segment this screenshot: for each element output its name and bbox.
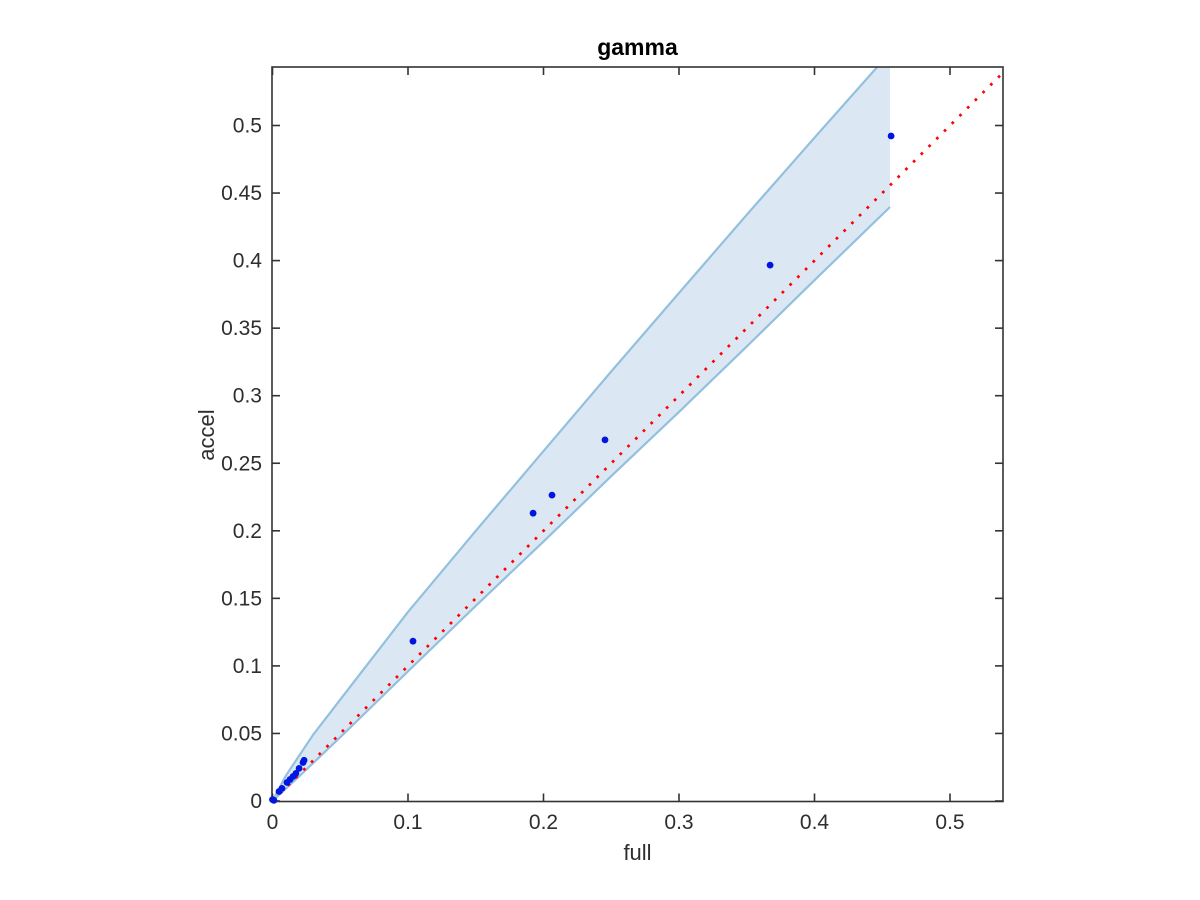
scatter-point <box>270 796 278 804</box>
scatter-point <box>548 491 556 499</box>
scatter-points <box>269 132 895 804</box>
x-tick-label: 0.3 <box>664 811 693 834</box>
confidence-band <box>271 66 891 802</box>
scatter-point <box>292 770 300 777</box>
x-tick-labels: 0 0.1 0.2 0.3 0.4 0.5 <box>267 811 965 834</box>
scatter-point <box>887 132 895 140</box>
band-upper-edge <box>271 66 878 802</box>
y-tick-label: 0 <box>250 790 262 813</box>
scatter-point <box>300 756 308 764</box>
chart-title: gamma <box>597 34 678 60</box>
y-tick-label: 0.5 <box>233 115 262 138</box>
y-tick-label: 0.2 <box>233 520 262 543</box>
scatter-point <box>295 765 303 772</box>
y-tick-label: 0.45 <box>221 182 262 205</box>
y-axis-label: accel <box>194 409 219 461</box>
x-tick-label: 0.5 <box>935 811 964 834</box>
y-tick-label: 0.4 <box>233 250 263 273</box>
scatter-point <box>278 785 286 792</box>
y-tick-label: 0.3 <box>233 385 262 408</box>
x-tick-label: 0 <box>267 811 279 834</box>
scatter-point <box>601 436 609 444</box>
x-axis-label: full <box>623 840 652 865</box>
axes-frame <box>271 66 1004 803</box>
y-tick-label: 0.35 <box>221 317 262 340</box>
x-tick-label: 0.4 <box>800 811 830 834</box>
band-lower-edge <box>271 206 891 802</box>
scatter-point <box>766 261 774 269</box>
scatter-point <box>409 637 417 645</box>
y-tick-label: 0.25 <box>221 452 262 475</box>
y-tick-labels: 0 0.05 0.1 0.15 0.2 0.25 0.3 0.35 0.4 0.45 0.5 <box>221 115 262 814</box>
scatter-point <box>529 509 537 517</box>
x-tick-label: 0.2 <box>529 811 558 834</box>
y-tick-label: 0.15 <box>221 587 262 610</box>
y-tick-label: 0.1 <box>233 655 262 678</box>
x-tick-label: 0.1 <box>393 811 422 834</box>
identity-line <box>271 71 1004 802</box>
axis-ticks <box>271 67 1003 802</box>
y-tick-label: 0.05 <box>221 722 262 745</box>
